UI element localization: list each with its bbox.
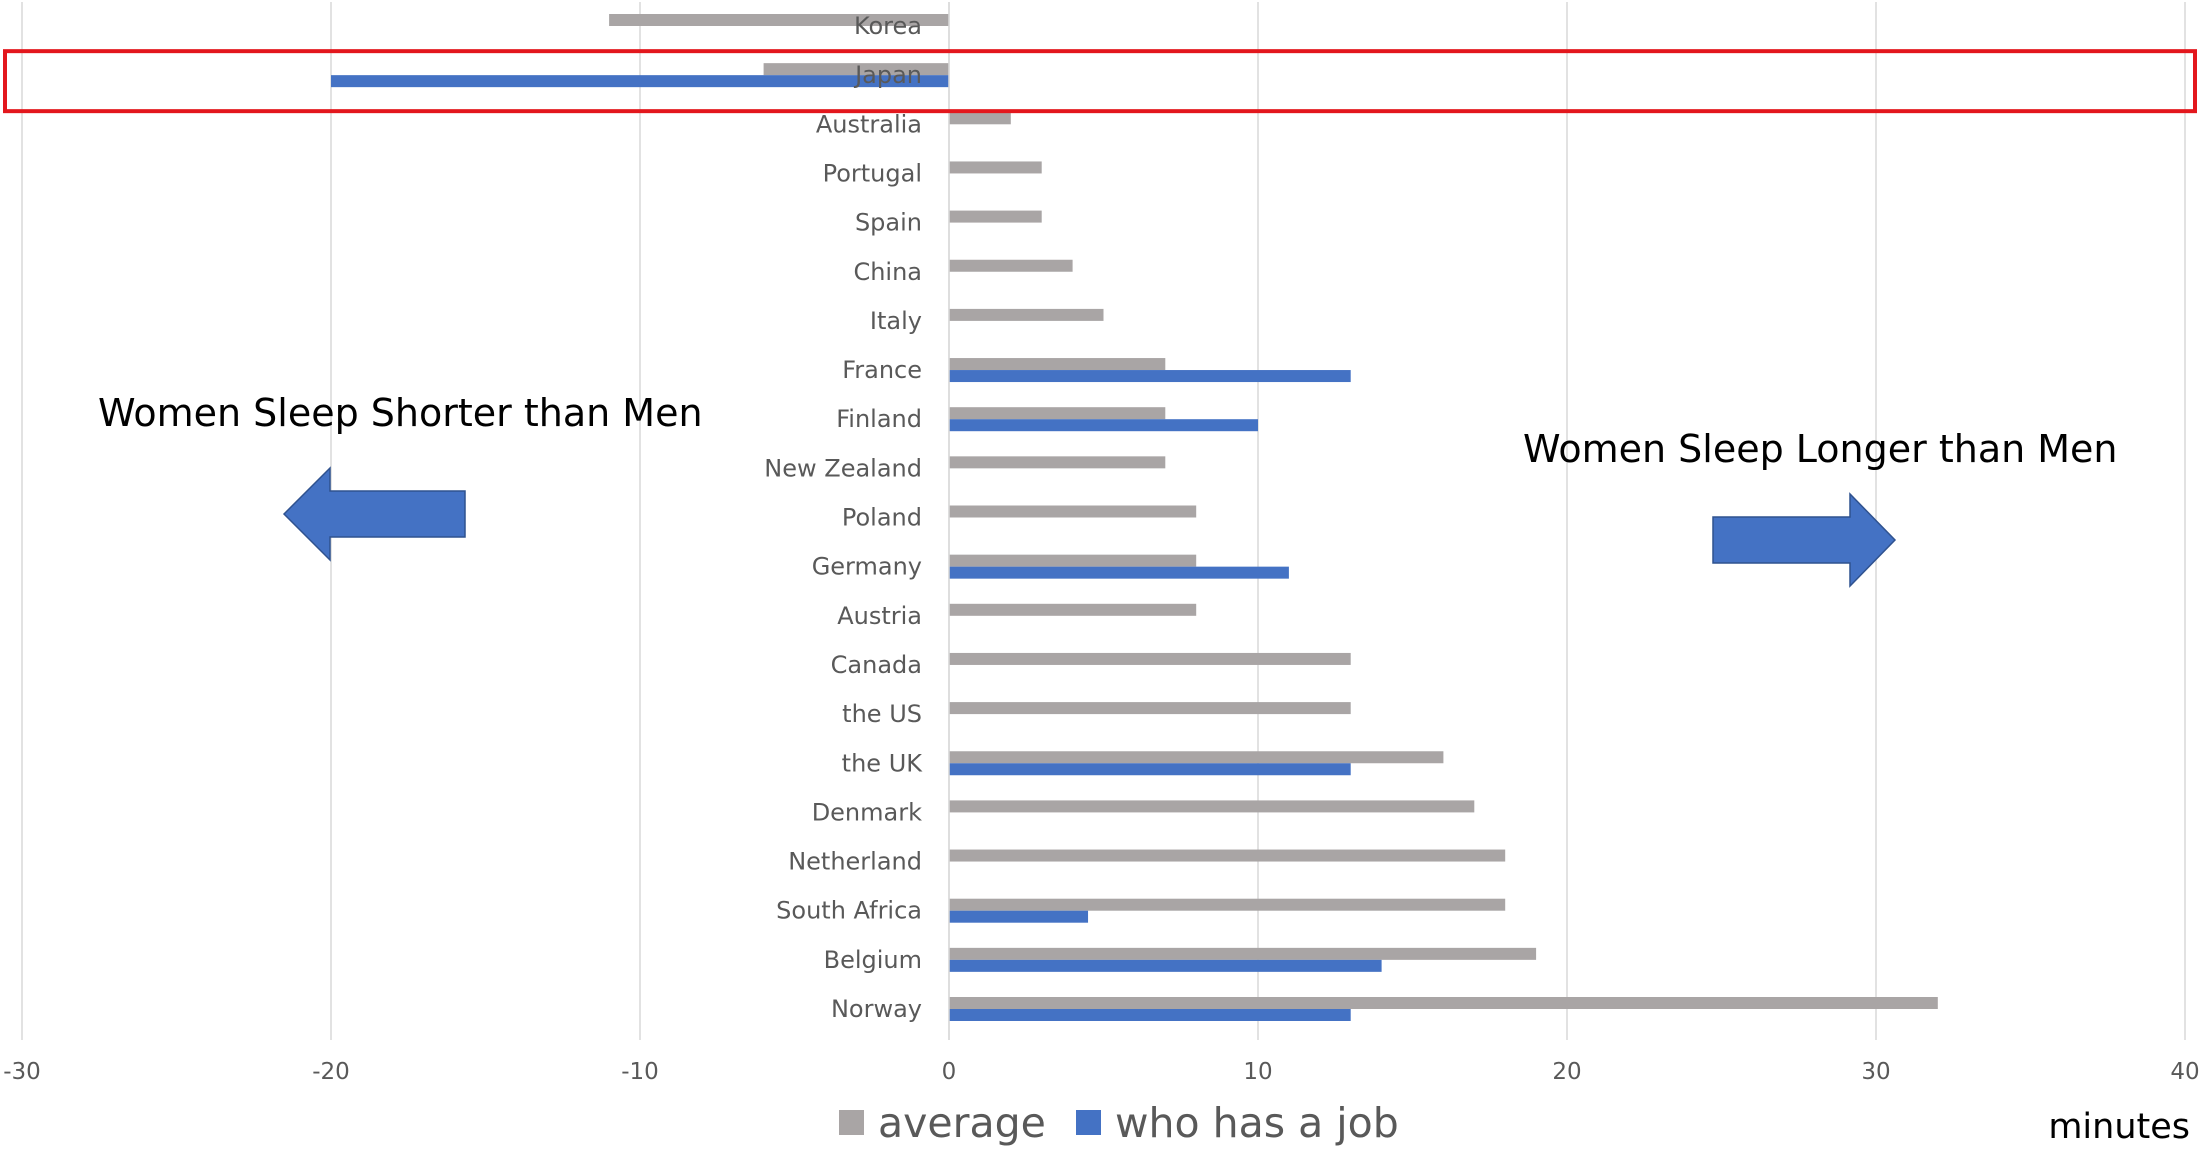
bar-average-australia: [949, 112, 1011, 125]
category-label-denmark: Denmark: [812, 798, 922, 826]
category-label-australia: Australia: [816, 110, 922, 138]
annotation-left: Women Sleep Shorter than Men: [98, 391, 703, 435]
legend: average who has a job: [839, 1099, 1399, 1147]
bar-average-germany: [949, 554, 1197, 567]
category-label-canada: Canada: [831, 651, 922, 679]
category-label-germany: Germany: [812, 553, 922, 581]
category-labels: Korea Japan Australia Portugal Spain China Ita…: [764, 12, 923, 1023]
bar-who-has-a-job-south-africa: [949, 910, 1089, 923]
category-label-portugal: Portugal: [823, 159, 922, 187]
bar-average-belgium: [949, 947, 1537, 960]
category-label-finland: Finland: [836, 405, 922, 433]
right-arrow-icon: [1712, 492, 1897, 588]
bar-average-south-africa: [949, 898, 1506, 911]
category-label-belgium: Belgium: [824, 946, 922, 974]
bar-average-finland: [949, 407, 1166, 420]
bar-average-the-us: [949, 702, 1351, 715]
x-axis-unit-label: minutes: [2048, 1107, 2190, 1147]
category-label-netherland: Netherland: [788, 848, 922, 876]
category-label-spain: Spain: [855, 209, 922, 237]
bar-average-norway: [949, 997, 1938, 1009]
x-tick-label: 40: [2170, 1059, 2199, 1085]
category-label-austria: Austria: [837, 602, 922, 630]
bar-who-has-a-job-norway: [949, 1009, 1351, 1021]
bar-who-has-a-job-germany: [949, 566, 1289, 579]
x-tick-label: 20: [1552, 1059, 1581, 1085]
category-label-south-africa: South Africa: [776, 897, 922, 925]
bar-average-france: [949, 358, 1166, 371]
bar-average-denmark: [949, 800, 1475, 813]
annotation-right: Women Sleep Longer than Men: [1523, 427, 2118, 471]
x-tick-label: -30: [3, 1059, 41, 1085]
category-label-poland: Poland: [842, 504, 922, 532]
legend-label-average: average: [878, 1099, 1046, 1147]
bar-who-has-a-job-belgium: [949, 959, 1382, 972]
x-tick-label: -10: [621, 1059, 659, 1085]
category-label-france: France: [842, 356, 922, 384]
legend-label-who-has-a-job: who has a job: [1115, 1099, 1399, 1147]
bar-average-canada: [949, 652, 1351, 665]
highlight-box: [3, 49, 2197, 114]
x-tick-label: 0: [942, 1059, 957, 1085]
category-label-korea: Korea: [854, 12, 922, 40]
bar-average-japan: [763, 63, 949, 76]
category-label-new-zealand: New Zealand: [764, 454, 922, 482]
bar-average-the-uk: [949, 751, 1444, 764]
bar-average-austria: [949, 603, 1197, 616]
bar-average-italy: [949, 308, 1104, 321]
category-label-italy: Italy: [870, 307, 922, 335]
category-label-the-uk: the UK: [842, 749, 924, 777]
bar-average-china: [949, 259, 1073, 272]
bars: [331, 2, 1938, 1040]
left-arrow-icon: [282, 466, 466, 562]
x-tick-label: -20: [312, 1059, 350, 1085]
category-label-china: China: [853, 258, 922, 286]
bar-average-portugal: [949, 161, 1042, 174]
x-tick-label: 30: [1861, 1059, 1890, 1085]
x-tick-labels: -30 -20 -10 0 10 20 30 40: [3, 1059, 2199, 1085]
legend-swatch-who-has-a-job: [1076, 1110, 1101, 1135]
bar-who-has-a-job-the-uk: [949, 763, 1351, 776]
bar-average-poland: [949, 505, 1197, 518]
x-tick-label: 10: [1243, 1059, 1272, 1085]
bar-who-has-a-job-france: [949, 370, 1351, 383]
bar-average-netherland: [949, 849, 1506, 862]
category-label-japan: Japan: [853, 61, 922, 89]
bar-average-korea: [609, 14, 949, 26]
legend-swatch-average: [839, 1110, 864, 1135]
bar-who-has-a-job-finland: [949, 419, 1258, 432]
bar-who-has-a-job-japan: [331, 75, 949, 88]
bar-average-spain: [949, 210, 1042, 223]
category-label-norway: Norway: [831, 995, 922, 1023]
category-label-the-us: the US: [842, 700, 922, 728]
bar-average-new-zealand: [949, 456, 1166, 469]
